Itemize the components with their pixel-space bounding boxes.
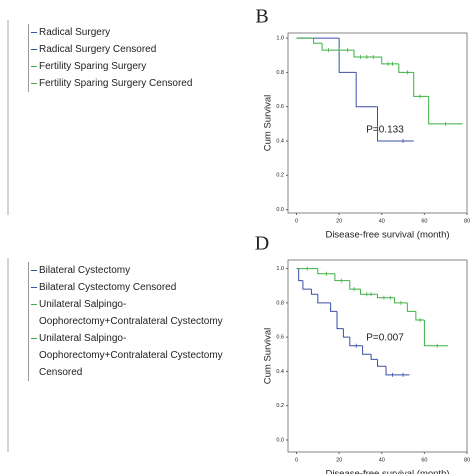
y-tick-label: 0.2 (276, 403, 284, 409)
y-tick-label: 1.0 (276, 36, 284, 42)
survival-step (415, 311, 425, 321)
plot-frame (287, 32, 468, 214)
survival-step (313, 38, 323, 44)
y-tick-label: 0.4 (276, 369, 284, 375)
y-tick-label: 0.0 (276, 207, 284, 213)
x-tick-label: 40 (379, 457, 385, 463)
legend-entry: Radical Surgery (31, 24, 239, 41)
legend: Radical Surgery Radical Surgery Censored F… (28, 24, 239, 92)
legend-marker (31, 83, 37, 84)
annotation: P=0.007 (366, 333, 404, 344)
annotation: P=0.133 (366, 125, 404, 136)
y-axis-label: Cum Survival (263, 95, 274, 152)
survival-step (377, 359, 387, 367)
legend-text: Fertility Sparing Surgery (39, 61, 147, 72)
y-tick-label: 1.0 (276, 266, 284, 272)
survival-step (302, 280, 312, 290)
survival-step (321, 43, 355, 51)
legend: Bilateral Cystectomy Bilateral Cystectomy… (28, 262, 239, 381)
y-tick-label: 0.4 (276, 138, 284, 144)
y-tick-label: 0.8 (276, 300, 284, 306)
survival-step (385, 366, 410, 376)
survival-step (423, 320, 448, 347)
legend-entry: Fertility Sparing Surgery (31, 58, 239, 75)
survival-step (359, 289, 378, 295)
legend-text: Bilateral Cystectomy Censored (39, 282, 177, 293)
survival-step (406, 302, 416, 312)
survival-step (298, 268, 303, 282)
x-tick-label: 40 (379, 218, 385, 224)
survival-step (362, 345, 372, 355)
legend-marker (31, 287, 37, 288)
survival-step (377, 106, 414, 142)
survival-step (353, 50, 382, 58)
survival-step (413, 72, 429, 97)
survival-step (394, 297, 408, 304)
y-tick-label: 0.6 (276, 335, 284, 341)
legend-text: Radical Surgery Censored (39, 44, 157, 55)
panel-label: B (255, 6, 268, 28)
survival-step (317, 268, 335, 275)
y-tick-label: 0.6 (276, 104, 284, 110)
legend-marker (31, 66, 37, 67)
legend-entry: Bilateral Cystectomy Censored (31, 279, 239, 296)
survival-step (349, 337, 363, 347)
x-tick-label: 0 (295, 457, 298, 463)
legend-text: Radical Surgery (39, 27, 111, 38)
survival-step (317, 294, 331, 304)
legend-marker (31, 270, 37, 271)
survival-step (381, 57, 399, 65)
legend-marker (31, 304, 37, 305)
survival-step (355, 72, 378, 108)
x-tick-label: 20 (336, 457, 342, 463)
x-tick-label: 80 (464, 457, 470, 463)
x-tick-label: 60 (421, 218, 427, 224)
survival-step (310, 289, 318, 295)
x-tick-label: 60 (421, 457, 427, 463)
legend-marker (31, 49, 37, 50)
legend-text: Fertility Sparing Surgery Censored (39, 78, 193, 89)
survival-step (336, 311, 344, 330)
y-tick-label: 0.2 (276, 173, 284, 179)
x-axis-label: Disease-free survival (month) (325, 469, 449, 474)
survival-step (342, 328, 350, 338)
legend-entry: Unilateral Salpingo-Oophorectomy+Contral… (31, 296, 239, 330)
x-tick-label: 0 (295, 218, 298, 224)
x-axis-label: Disease-free survival (month) (325, 230, 449, 241)
y-tick-label: 0.0 (276, 437, 284, 443)
survival-step (349, 280, 361, 290)
legend-entry: Fertility Sparing Surgery Censored (31, 75, 239, 92)
legend-text: Unilateral Salpingo-Oophorectomy+Contral… (39, 333, 223, 378)
plot-frame (287, 259, 468, 453)
legend-entry: Radical Surgery Censored (31, 41, 239, 58)
legend-marker (31, 32, 37, 33)
survival-step (398, 63, 414, 73)
survival-step (334, 273, 350, 282)
legend-text: Unilateral Salpingo-Oophorectomy+Contral… (39, 299, 223, 327)
legend-entry: Unilateral Salpingo-Oophorectomy+Contral… (31, 330, 239, 381)
survival-step (377, 294, 395, 299)
survival-step (370, 354, 378, 360)
legend-marker (31, 338, 37, 339)
survival-step (428, 96, 463, 125)
y-tick-label: 0.8 (276, 70, 284, 76)
legend-text: Bilateral Cystectomy (39, 265, 131, 276)
y-axis-label: Cum Survival (263, 328, 274, 385)
x-tick-label: 80 (464, 218, 470, 224)
panel-label: D (255, 233, 269, 255)
legend-entry: Bilateral Cystectomy (31, 262, 239, 279)
survival-step (330, 302, 338, 312)
x-tick-label: 20 (336, 218, 342, 224)
